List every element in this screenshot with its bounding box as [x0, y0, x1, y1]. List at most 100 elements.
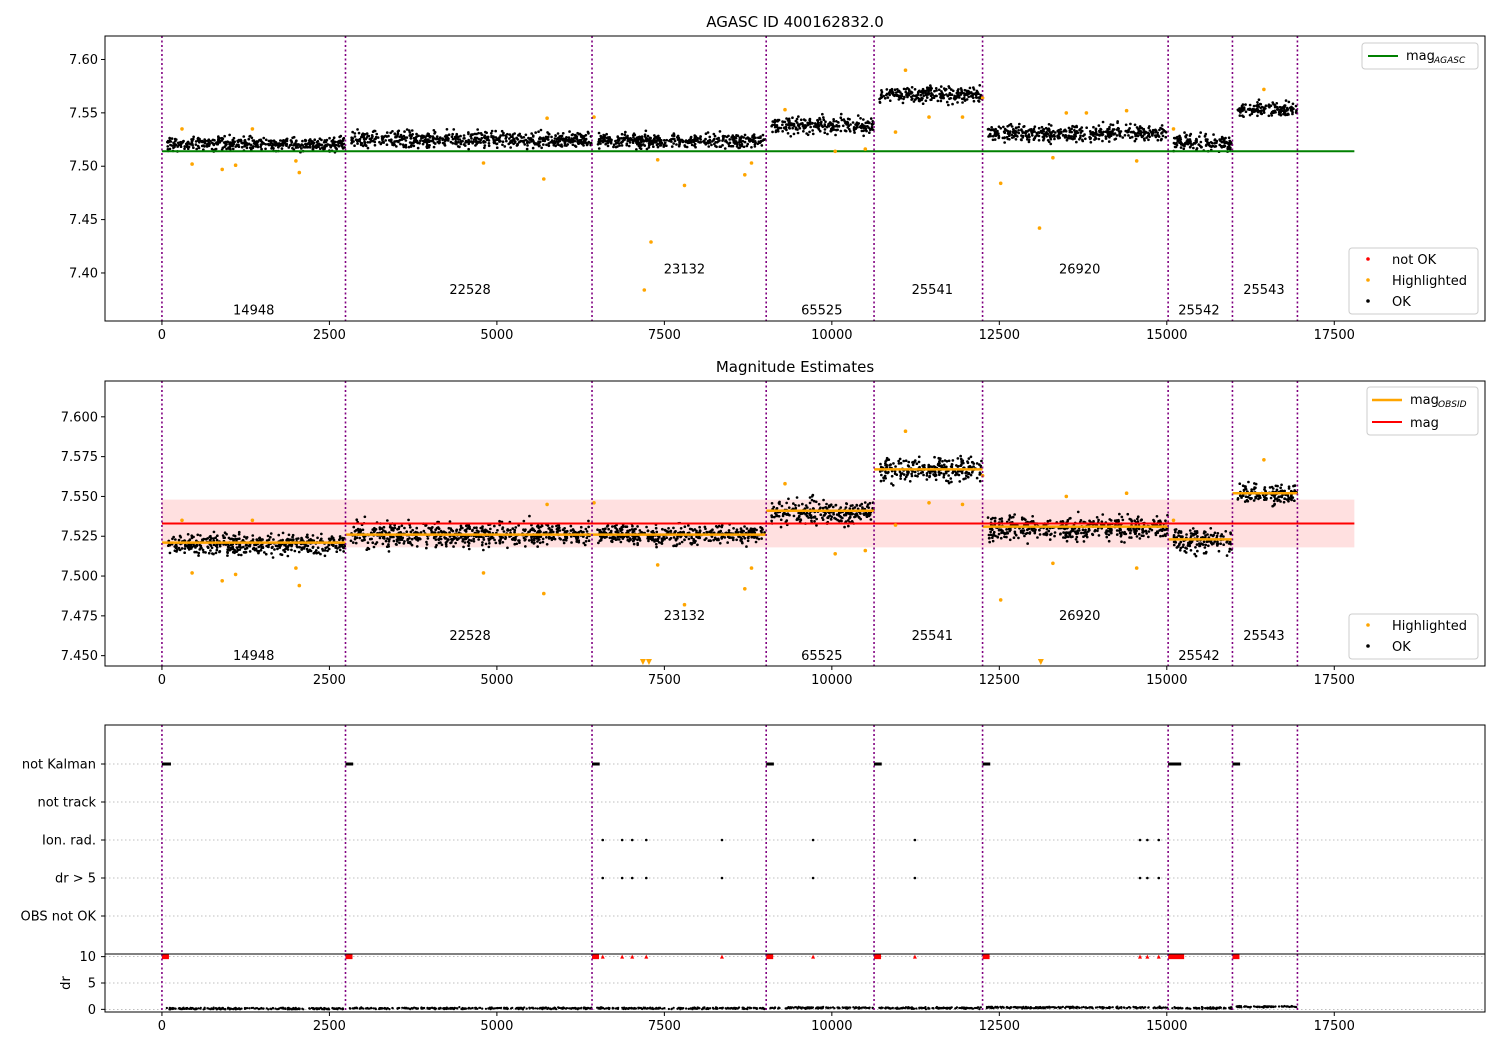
p4-xtick-label-5: 12500	[979, 1019, 1020, 1034]
p1-highlight-19	[863, 147, 868, 151]
p2-obsid-label-26920: 26920	[1059, 609, 1100, 624]
dr-capped-boundary-4	[874, 954, 882, 960]
p1-ytick-label-2: 7.50	[69, 160, 98, 175]
p2-obsid-label-22528: 22528	[449, 629, 490, 644]
p1-obsid-label-26920: 26920	[1059, 263, 1100, 278]
p1-xtick-label-0: 0	[158, 328, 166, 343]
agasc-panel-axes: 14948 22528 23132 65525 25541 26920 25542 25543…	[69, 53, 1355, 343]
p2-xtick-label-4: 10000	[811, 673, 852, 688]
legend-point-status-2: Highlighted OK	[1348, 613, 1479, 660]
ok-points-23132	[596, 521, 766, 549]
dr-points-25541	[878, 1005, 982, 1011]
flag-mark-3-3	[644, 876, 648, 880]
legend-mag-label: mag	[1410, 416, 1439, 431]
flag-mark-0-0	[161, 762, 171, 766]
p1-highlight-10	[592, 115, 596, 119]
dr-capped-boundary-6	[1168, 954, 1185, 960]
flag-label-obs-not-ok: OBS not OK	[21, 910, 97, 925]
below-range-marker-0	[639, 659, 646, 665]
dr-capped-boundary-1	[345, 954, 353, 960]
p2-highlight-19	[903, 429, 908, 434]
legend-highlighted-label-2: Highlighted	[1392, 619, 1467, 634]
dr-points-25543	[1235, 1004, 1298, 1009]
p1-highlight-26	[1037, 226, 1042, 230]
p2-xtick-label-2: 5000	[480, 673, 513, 688]
p1-highlight-23	[960, 115, 965, 119]
flag-mark-0-7	[1232, 762, 1241, 766]
estimates-panel: Magnitude Estimates 14948 22528 23132 65525…	[61, 358, 1486, 688]
p4-xtick-label-0: 0	[158, 1019, 166, 1034]
p2-highlight-5	[294, 566, 298, 570]
p2-ytick-label-2: 7.500	[61, 570, 98, 585]
p1-highlight-16	[749, 161, 754, 165]
ok-points-25542	[1172, 527, 1233, 558]
legend-ok-label: OK	[1392, 295, 1411, 310]
below-range-marker-1	[645, 659, 652, 665]
p4-xtick-label-1: 2500	[313, 1019, 346, 1034]
flag-label-ion-rad-: Ion. rad.	[42, 834, 96, 849]
p1-xtick-label-5: 12500	[979, 328, 1020, 343]
ok-points-25542	[1172, 131, 1233, 153]
p1-highlight-2	[220, 167, 224, 172]
p1-highlight-28	[1064, 111, 1069, 115]
dr-ytick-label-1: 5	[88, 977, 96, 992]
dr-points-23132	[596, 1006, 766, 1011]
estimates-panel-data	[161, 381, 1355, 666]
p2-highlight-11	[655, 563, 660, 567]
p4-xtick-label-4: 10000	[811, 1019, 852, 1034]
flag-mark-2-9	[1157, 838, 1161, 842]
p1-obsid-label-25541: 25541	[912, 283, 953, 298]
p2-highlight-20	[927, 501, 931, 505]
flag-mark-3-5	[811, 876, 815, 880]
flag-mark-0-4	[874, 762, 882, 766]
flag-mark-2-6	[913, 838, 917, 842]
ok-points-22528	[350, 128, 593, 151]
legend-not-ok-label: not OK	[1392, 253, 1437, 268]
p1-ytick-label-4: 7.60	[69, 53, 98, 68]
flag-mark-0-6	[1168, 762, 1182, 766]
p1-highlight-31	[1134, 159, 1139, 163]
ok-points-26920	[986, 120, 1168, 146]
dr-points-26920	[985, 1005, 1169, 1010]
p4-xtick-label-6: 15000	[1146, 1019, 1187, 1034]
p2-xtick-label-5: 12500	[979, 673, 1020, 688]
legend-agasc-mag-label: mag	[1406, 49, 1435, 64]
p2-highlight-2	[220, 579, 224, 583]
flag-mark-0-1	[345, 762, 354, 766]
p1-highlight-32	[1171, 127, 1176, 131]
dr-capped-boundary-5	[982, 954, 990, 960]
flags-panel-data	[105, 725, 1485, 1012]
flag-mark-3-9	[1157, 876, 1161, 880]
p1-highlight-22	[927, 115, 931, 119]
flag-mark-0-2	[592, 762, 600, 766]
p2-ytick-label-0: 7.450	[61, 649, 98, 664]
p2-highlight-24	[1051, 561, 1055, 566]
p1-highlight-6	[297, 170, 302, 175]
p2-highlight-29	[1262, 458, 1266, 462]
p2-highlight-10	[592, 501, 596, 505]
p2-highlight-12	[682, 602, 687, 607]
p2-ytick-label-5: 7.575	[61, 450, 98, 465]
p4-xtick-label-2: 5000	[480, 1019, 513, 1034]
flag-mark-2-7	[1138, 838, 1142, 842]
p2-ytick-label-6: 7.600	[61, 410, 98, 425]
dr-points-14948	[165, 1006, 345, 1011]
p2-obsid-label-25542: 25542	[1178, 649, 1219, 664]
p1-highlight-9	[545, 116, 549, 120]
p1-highlight-0	[180, 127, 184, 131]
flags-panel-axes: not Kalman not track Ion. rad. dr > 5 OBS no…	[21, 758, 1355, 1035]
p1-obsid-label-65525: 65525	[801, 303, 842, 318]
dr-capped-point-2	[630, 954, 635, 959]
p1-obsid-label-22528: 22528	[449, 283, 490, 298]
p1-highlight-30	[1124, 108, 1129, 113]
p2-obsid-label-25541: 25541	[912, 629, 953, 644]
p2-xtick-label-6: 15000	[1146, 673, 1187, 688]
estimates-panel-frame	[104, 380, 1486, 667]
flag-mark-2-0	[601, 838, 605, 842]
p1-highlight-25	[998, 181, 1003, 186]
p2-highlight-0	[180, 518, 184, 523]
p1-highlight-1	[190, 162, 194, 166]
p1-xtick-label-6: 15000	[1146, 328, 1187, 343]
flags-panel-frame	[104, 724, 1486, 1013]
flag-mark-3-8	[1146, 876, 1149, 880]
